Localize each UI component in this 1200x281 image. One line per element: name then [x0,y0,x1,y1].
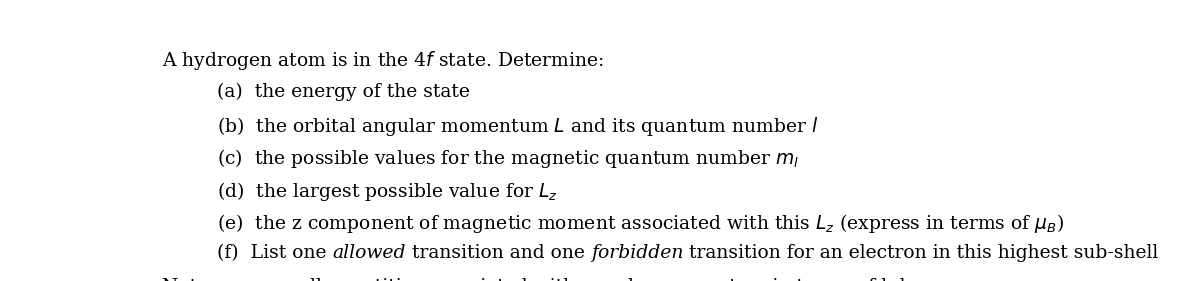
Text: A hydrogen atom is in the 4$f$ state. Determine:: A hydrogen atom is in the 4$f$ state. De… [162,49,605,72]
Text: forbidden: forbidden [590,244,683,262]
Text: Note: express all quantities associated with angular momentum in terms of h-bar.: Note: express all quantities associated … [162,278,936,281]
Text: (f)  List one: (f) List one [217,244,332,262]
Text: transition for an electron in this highest sub-shell: transition for an electron in this highe… [683,244,1158,262]
Text: transition and one: transition and one [406,244,590,262]
Text: (e)  the z component of magnetic moment associated with this $L_z$ (express in t: (e) the z component of magnetic moment a… [217,212,1064,235]
Text: (c)  the possible values for the magnetic quantum number $m_l$: (c) the possible values for the magnetic… [217,147,799,170]
Text: allowed: allowed [332,244,406,262]
Text: (b)  the orbital angular momentum $L$ and its quantum number $l$: (b) the orbital angular momentum $L$ and… [217,115,818,138]
Text: (a)  the energy of the state: (a) the energy of the state [217,82,470,101]
Text: (d)  the largest possible value for $L_z$: (d) the largest possible value for $L_z$ [217,180,558,203]
